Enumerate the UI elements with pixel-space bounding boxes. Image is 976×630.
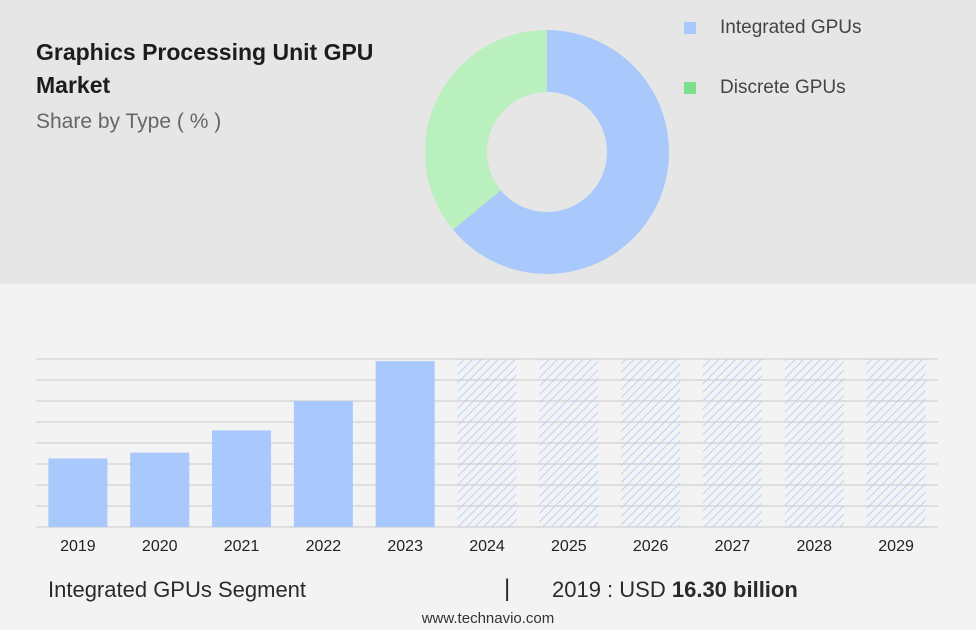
bar-2023 xyxy=(375,361,435,527)
x-tick-label: 2024 xyxy=(469,538,505,555)
forecast-bar-2025 xyxy=(539,359,599,527)
x-tick-label: 2019 xyxy=(60,538,96,555)
forecast-bar-2029 xyxy=(866,359,926,527)
x-tick-label: 2023 xyxy=(387,538,423,555)
bar-2021 xyxy=(212,430,272,527)
bar-chart: 2019 2020 2021 2022 2023 2024 2025 2026 2027 2028… xyxy=(36,358,938,555)
segment-value: 2019 : USD 16.30 billion xyxy=(552,577,798,603)
separator: | xyxy=(504,575,511,602)
donut-slice-integrated xyxy=(452,30,669,275)
legend-swatch-discrete xyxy=(684,82,696,94)
footer-site: www.technavio.com xyxy=(421,610,555,627)
x-tick-label: 2020 xyxy=(142,538,178,555)
legend-label-integrated: Integrated GPUs xyxy=(720,17,862,38)
forecast-bar-2028 xyxy=(784,359,844,527)
x-tick-label: 2028 xyxy=(796,538,832,555)
forecast-bar-2024 xyxy=(457,359,517,527)
chart-subtitle: Share by Type ( % ) xyxy=(36,110,222,133)
donut-chart xyxy=(424,30,669,275)
x-tick-label: 2025 xyxy=(551,538,587,555)
forecast-bar-2026 xyxy=(621,359,681,527)
legend-item-discrete: Discrete GPUs xyxy=(684,74,862,102)
legend: Integrated GPUs Discrete GPUs xyxy=(684,14,862,134)
chart-title: Graphics Processing Unit GPU Market xyxy=(36,39,374,99)
x-tick-label: 2021 xyxy=(224,538,260,555)
bar-2022 xyxy=(293,401,353,527)
segment-value-text: 16.30 billion xyxy=(671,577,798,602)
segment-label: Integrated GPUs Segment xyxy=(48,577,307,602)
x-tick-label: 2026 xyxy=(633,538,669,555)
bar-2019 xyxy=(48,458,108,527)
bar-2020 xyxy=(130,452,190,527)
legend-swatch-integrated xyxy=(684,22,696,34)
x-tick-label: 2027 xyxy=(715,538,751,555)
x-tick-label: 2029 xyxy=(878,538,914,555)
legend-label-discrete: Discrete GPUs xyxy=(720,77,846,98)
forecast-bar-2027 xyxy=(702,359,762,527)
segment-year-text: 2019 : USD xyxy=(552,577,666,602)
donut-slice-discrete xyxy=(424,30,547,230)
legend-item-integrated: Integrated GPUs xyxy=(684,14,862,42)
x-tick-label: 2022 xyxy=(306,538,342,555)
